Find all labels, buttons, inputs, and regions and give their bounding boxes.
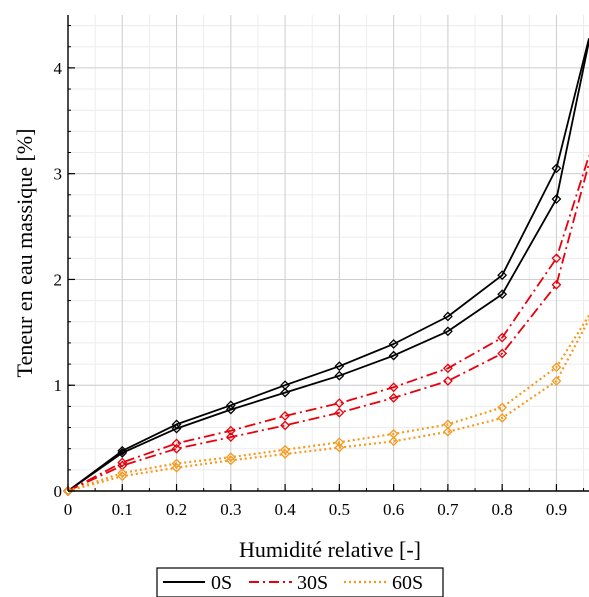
x-tick-label: 0.4 bbox=[274, 500, 296, 519]
series-line-0s-lower bbox=[67, 41, 589, 492]
data-point-0s bbox=[117, 448, 128, 458]
data-point-0s bbox=[388, 339, 399, 349]
data-point-30s bbox=[551, 253, 562, 264]
data-point-60s bbox=[171, 458, 182, 469]
x-tick-label: 0.7 bbox=[437, 500, 459, 519]
data-point-0s bbox=[497, 270, 508, 281]
data-point-30s bbox=[171, 438, 182, 449]
legend-label-0s: 0S bbox=[211, 572, 232, 594]
x-tick-label: 0.3 bbox=[220, 500, 241, 519]
data-point-0s bbox=[334, 361, 345, 372]
plot-background bbox=[68, 15, 589, 491]
data-point-0s bbox=[497, 289, 508, 300]
data-point-0s bbox=[171, 419, 182, 430]
data-point-60s bbox=[171, 462, 182, 473]
legend-label-30s: 30S bbox=[297, 572, 328, 594]
data-point-60s bbox=[497, 402, 508, 413]
data-point-30s bbox=[280, 420, 291, 431]
data-point-60s bbox=[334, 437, 345, 448]
data-point-30s bbox=[171, 443, 182, 454]
data-point-30s bbox=[334, 398, 345, 409]
data-point-30s bbox=[280, 410, 291, 421]
data-point-30s bbox=[225, 432, 236, 442]
data-point-60s bbox=[442, 426, 453, 437]
data-point-30s bbox=[225, 425, 236, 436]
data-point-60s bbox=[63, 486, 73, 496]
plot-area bbox=[63, 15, 589, 496]
x-tick-label: 0.1 bbox=[112, 500, 133, 519]
y-tick-label: 3 bbox=[54, 165, 63, 184]
x-axis-ticks: 0 0.1 0.2 0.3 0.4 0.5 0.6 0.7 0.8 0.9 bbox=[64, 484, 585, 519]
y-axis-ticks: 0 1 2 3 4 bbox=[54, 25, 75, 501]
data-point-0s bbox=[280, 387, 291, 398]
legend-label-60s: 60S bbox=[392, 572, 423, 594]
x-tick-label: 0.6 bbox=[383, 500, 404, 519]
x-tick-label: 0.2 bbox=[166, 500, 187, 519]
data-point-0s bbox=[551, 194, 562, 204]
series-line-60s-lower bbox=[67, 319, 589, 493]
data-point-30s bbox=[334, 407, 345, 418]
data-point-30s bbox=[497, 348, 508, 359]
y-tick-label: 0 bbox=[54, 482, 63, 501]
data-point-60s bbox=[497, 413, 508, 423]
data-point-0s bbox=[442, 326, 453, 337]
data-point-60s bbox=[225, 452, 236, 463]
data-point-30s bbox=[388, 392, 399, 403]
data-point-0s bbox=[551, 163, 562, 174]
data-point-0s bbox=[225, 404, 236, 415]
x-tick-label: 0 bbox=[64, 500, 73, 519]
series-line-30s-upper bbox=[67, 155, 589, 492]
data-point-60s bbox=[388, 436, 399, 447]
x-tick-label: 0.8 bbox=[492, 500, 513, 519]
y-tick-label: 4 bbox=[54, 59, 63, 78]
data-point-60s bbox=[551, 376, 562, 386]
data-point-60s bbox=[551, 362, 562, 373]
data-point-60s bbox=[280, 449, 291, 459]
series-lines bbox=[67, 38, 589, 493]
data-point-30s bbox=[442, 363, 453, 374]
y-tick-label: 2 bbox=[54, 270, 63, 289]
x-axis-title: Humidité relative [-] bbox=[239, 537, 421, 562]
data-point-0s bbox=[171, 423, 182, 434]
legend: 0S 30S 60S bbox=[156, 567, 444, 597]
data-point-60s bbox=[280, 444, 291, 455]
series-line-30s-lower bbox=[67, 162, 589, 492]
data-point-0s bbox=[117, 445, 128, 456]
x-tick-label: 0.5 bbox=[329, 500, 350, 519]
data-point-0s bbox=[442, 311, 453, 322]
series-markers bbox=[63, 163, 562, 496]
series-line-0s-upper bbox=[67, 38, 589, 492]
data-point-0s bbox=[334, 370, 345, 381]
data-point-30s bbox=[551, 279, 562, 290]
y-axis-title: Teneur en eau massique [%] bbox=[12, 129, 37, 378]
data-point-30s bbox=[117, 457, 128, 468]
data-point-30s bbox=[442, 376, 453, 386]
data-point-60s bbox=[334, 442, 345, 453]
y-tick-label: 1 bbox=[54, 376, 63, 395]
data-point-0s bbox=[225, 400, 236, 411]
data-point-30s bbox=[497, 332, 508, 343]
data-point-60s bbox=[117, 471, 128, 482]
x-tick-label: 0.9 bbox=[546, 500, 567, 519]
series-line-60s-upper bbox=[67, 314, 589, 493]
data-point-30s bbox=[388, 382, 399, 393]
data-point-0s bbox=[388, 350, 399, 361]
data-point-60s bbox=[117, 468, 128, 478]
data-point-60s bbox=[225, 455, 236, 466]
